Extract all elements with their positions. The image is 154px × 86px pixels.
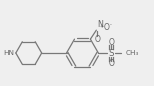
Text: CH₃: CH₃: [125, 50, 139, 56]
Text: S: S: [109, 49, 114, 58]
Text: O: O: [108, 37, 114, 47]
Text: -: -: [109, 23, 111, 28]
Text: O: O: [108, 60, 114, 69]
Text: N: N: [97, 20, 103, 29]
Text: O: O: [94, 35, 100, 44]
Text: O: O: [103, 23, 109, 32]
Text: HN: HN: [3, 50, 14, 56]
Text: +: +: [99, 24, 103, 29]
